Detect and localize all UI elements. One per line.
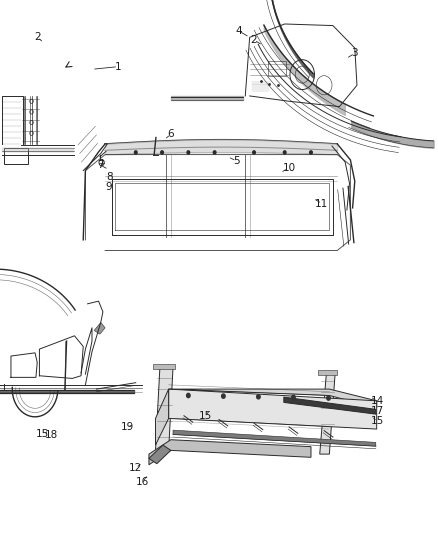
Polygon shape (169, 389, 377, 408)
Circle shape (253, 151, 255, 154)
Text: 16: 16 (136, 478, 149, 487)
Text: 5: 5 (233, 156, 240, 166)
Circle shape (327, 396, 330, 400)
Polygon shape (169, 389, 377, 429)
Circle shape (310, 151, 312, 154)
Polygon shape (320, 374, 335, 454)
Circle shape (161, 151, 163, 154)
Text: 19: 19 (120, 423, 134, 432)
Polygon shape (318, 370, 337, 375)
Bar (4, 148, 28, 164)
Circle shape (222, 394, 225, 398)
Polygon shape (284, 397, 376, 414)
Text: 15: 15 (371, 416, 384, 426)
Text: 2: 2 (34, 33, 41, 42)
Text: 15: 15 (36, 430, 49, 439)
Polygon shape (149, 445, 171, 464)
Text: 6: 6 (167, 130, 174, 139)
Polygon shape (155, 389, 169, 445)
Text: 14: 14 (371, 396, 384, 406)
Text: 12: 12 (129, 463, 142, 473)
Polygon shape (94, 322, 105, 334)
Text: 10: 10 (283, 163, 296, 173)
Circle shape (213, 151, 216, 154)
Polygon shape (149, 440, 311, 465)
Circle shape (187, 393, 190, 398)
Polygon shape (155, 368, 173, 450)
Circle shape (134, 151, 137, 154)
Text: 7: 7 (97, 160, 104, 170)
Circle shape (257, 394, 260, 399)
Bar (268, 61, 286, 76)
Polygon shape (153, 364, 175, 369)
Text: 3: 3 (351, 49, 358, 58)
Text: 8: 8 (106, 172, 113, 182)
Text: 4: 4 (235, 26, 242, 36)
Text: 11: 11 (315, 199, 328, 208)
Text: 2: 2 (251, 35, 258, 45)
Text: 18: 18 (45, 431, 58, 440)
Circle shape (292, 395, 295, 400)
Text: 1: 1 (115, 62, 122, 71)
Circle shape (187, 151, 190, 154)
Polygon shape (173, 430, 376, 446)
Text: 9: 9 (105, 182, 112, 191)
Text: 17: 17 (371, 407, 384, 416)
Circle shape (283, 151, 286, 154)
Text: 15: 15 (198, 411, 212, 421)
